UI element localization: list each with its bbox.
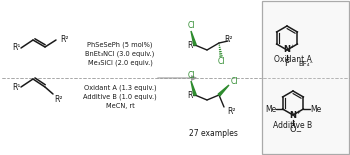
Text: BF₄⁻: BF₄⁻ — [298, 61, 314, 67]
Text: F: F — [285, 60, 289, 69]
FancyBboxPatch shape — [262, 1, 349, 154]
Text: BnEt₃NCl (3.0 equiv.): BnEt₃NCl (3.0 equiv.) — [85, 51, 155, 57]
Polygon shape — [191, 81, 196, 95]
Text: N: N — [289, 111, 296, 120]
Text: R¹: R¹ — [12, 82, 20, 91]
Text: 27 examples: 27 examples — [189, 128, 237, 137]
Text: −: − — [295, 129, 301, 135]
Text: Cl: Cl — [217, 57, 225, 66]
Text: PhSeSePh (5 mol%): PhSeSePh (5 mol%) — [87, 42, 153, 48]
Text: Me: Me — [310, 104, 321, 113]
Polygon shape — [191, 31, 196, 45]
Text: Me₃SiCl (2.0 equiv.): Me₃SiCl (2.0 equiv.) — [88, 60, 153, 66]
Text: Additive B (1.0 equiv.): Additive B (1.0 equiv.) — [83, 94, 157, 100]
Text: Cl: Cl — [187, 22, 195, 31]
Text: N: N — [284, 46, 290, 55]
Text: Cl: Cl — [187, 71, 195, 80]
Text: R²: R² — [60, 35, 69, 44]
Text: R²: R² — [224, 35, 232, 44]
Text: R²: R² — [54, 95, 63, 104]
Polygon shape — [218, 85, 229, 96]
Text: +: + — [295, 109, 300, 115]
Text: R¹: R¹ — [187, 40, 195, 49]
Text: O: O — [290, 124, 296, 133]
Text: Oxidant A (1.3 equiv.): Oxidant A (1.3 equiv.) — [84, 85, 156, 91]
Text: Me: Me — [265, 104, 276, 113]
Text: R¹: R¹ — [12, 44, 20, 53]
Text: R²: R² — [227, 106, 236, 115]
Text: Cl: Cl — [230, 77, 238, 86]
Text: +: + — [289, 44, 294, 49]
Text: MeCN, rt: MeCN, rt — [106, 103, 134, 109]
Text: R¹: R¹ — [187, 91, 195, 100]
Text: Oxidant A: Oxidant A — [274, 55, 312, 64]
Text: Additive B: Additive B — [273, 120, 313, 129]
